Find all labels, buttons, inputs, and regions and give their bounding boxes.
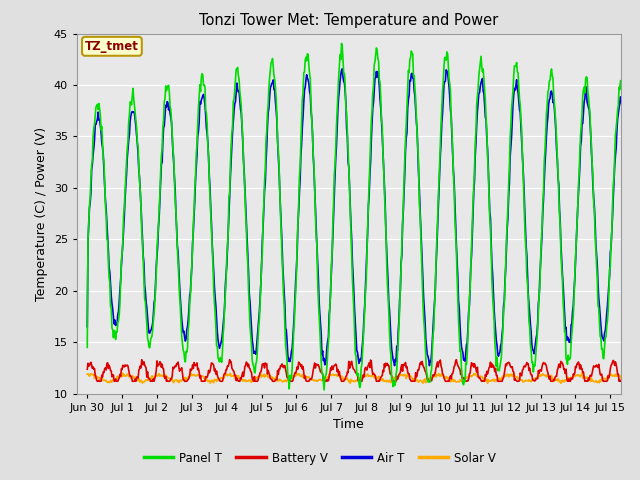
X-axis label: Time: Time xyxy=(333,418,364,431)
Legend: Panel T, Battery V, Air T, Solar V: Panel T, Battery V, Air T, Solar V xyxy=(139,447,501,469)
Text: TZ_tmet: TZ_tmet xyxy=(85,40,139,53)
Y-axis label: Temperature (C) / Power (V): Temperature (C) / Power (V) xyxy=(35,127,48,300)
Title: Tonzi Tower Met: Temperature and Power: Tonzi Tower Met: Temperature and Power xyxy=(199,13,499,28)
